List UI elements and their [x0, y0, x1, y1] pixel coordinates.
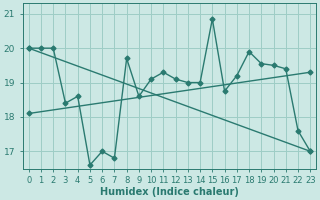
X-axis label: Humidex (Indice chaleur): Humidex (Indice chaleur)	[100, 187, 239, 197]
